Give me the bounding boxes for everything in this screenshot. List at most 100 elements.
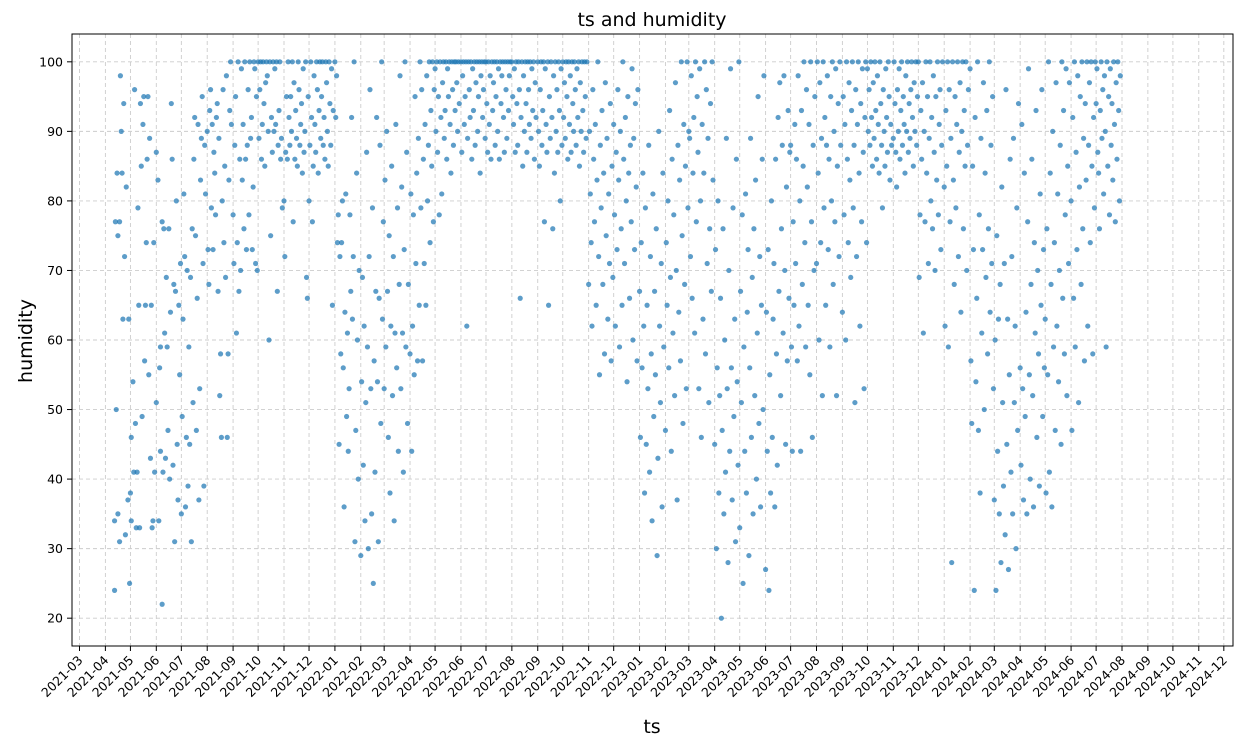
data-point <box>664 302 670 308</box>
data-point <box>128 434 134 440</box>
data-point <box>702 59 708 65</box>
data-point <box>341 504 347 510</box>
data-point <box>318 93 325 100</box>
data-point <box>795 73 801 79</box>
y-tick-label: 100 <box>39 54 63 69</box>
data-point <box>490 80 497 86</box>
data-point <box>466 87 472 93</box>
data-point <box>436 212 442 218</box>
data-point <box>702 351 709 357</box>
data-point <box>490 107 496 114</box>
data-point <box>853 253 860 260</box>
data-point <box>626 295 633 301</box>
data-point <box>399 330 406 336</box>
data-point <box>1035 267 1041 274</box>
data-point <box>1032 330 1038 336</box>
data-point <box>455 128 461 134</box>
data-point <box>981 406 987 413</box>
data-point <box>704 260 710 267</box>
data-point <box>620 59 626 65</box>
data-point <box>147 455 154 461</box>
data-point <box>1045 372 1051 378</box>
data-point <box>216 135 222 141</box>
data-point <box>985 351 991 357</box>
data-point <box>592 121 598 128</box>
data-point <box>672 80 679 86</box>
data-point <box>237 156 243 162</box>
data-point <box>725 559 731 566</box>
data-point <box>308 59 314 65</box>
data-point <box>384 288 391 294</box>
data-point <box>879 142 885 148</box>
data-point <box>303 59 309 65</box>
data-point <box>759 156 765 162</box>
data-point <box>1056 267 1062 274</box>
data-point <box>419 87 425 93</box>
data-point <box>244 142 250 148</box>
data-point <box>209 121 215 128</box>
data-point <box>354 170 360 176</box>
data-point <box>571 59 578 65</box>
data-point <box>833 66 839 72</box>
data-point <box>682 281 688 287</box>
data-point <box>294 163 300 169</box>
data-point <box>413 260 419 267</box>
data-point <box>1015 100 1022 107</box>
data-point <box>1108 142 1114 148</box>
data-point <box>755 93 761 100</box>
data-point <box>204 128 210 134</box>
data-point <box>254 267 260 274</box>
data-point <box>819 393 825 399</box>
data-point <box>1086 142 1092 148</box>
data-point <box>606 260 613 267</box>
data-point <box>941 184 947 190</box>
data-point <box>1111 59 1117 65</box>
data-point <box>813 260 820 267</box>
data-point <box>429 59 436 65</box>
data-point <box>368 386 374 392</box>
data-point <box>115 233 121 239</box>
data-point <box>701 170 707 176</box>
data-point <box>212 212 219 218</box>
data-point <box>604 135 610 141</box>
data-point <box>1035 351 1042 357</box>
data-point <box>484 100 490 107</box>
data-point <box>342 309 348 315</box>
data-point <box>1070 114 1076 121</box>
data-point <box>488 156 494 162</box>
data-point <box>1079 59 1085 65</box>
data-point <box>931 149 937 155</box>
data-point <box>1001 260 1007 267</box>
data-point <box>809 434 815 440</box>
data-point <box>989 260 995 267</box>
data-point <box>121 253 128 260</box>
data-point <box>136 302 142 308</box>
data-point <box>1082 100 1088 107</box>
data-point <box>151 240 157 246</box>
data-point <box>729 497 735 503</box>
data-point <box>432 66 438 72</box>
data-point <box>1065 260 1072 267</box>
data-point <box>612 323 618 329</box>
data-point <box>447 121 453 128</box>
y-tick-label: 90 <box>47 124 63 139</box>
data-point <box>631 246 638 253</box>
data-point <box>820 59 826 65</box>
y-axis: 20 30 40 50 60 70 80 90 100 <box>39 54 72 626</box>
data-point <box>269 149 275 155</box>
data-point <box>601 170 607 176</box>
data-point <box>137 525 143 531</box>
data-point <box>682 163 689 169</box>
data-point <box>1072 344 1078 350</box>
data-point <box>510 121 517 128</box>
data-point <box>157 448 164 454</box>
data-point <box>742 191 749 197</box>
data-point <box>681 121 687 128</box>
data-point <box>1020 497 1027 503</box>
data-point <box>892 100 898 107</box>
data-point <box>498 100 504 107</box>
data-point <box>1077 93 1083 100</box>
data-point <box>1011 399 1017 406</box>
data-point <box>480 114 486 121</box>
data-point <box>788 142 794 148</box>
